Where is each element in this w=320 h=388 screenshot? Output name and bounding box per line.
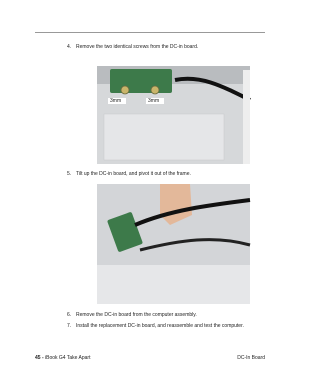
photo-label: 3mm: [148, 98, 160, 104]
top-rule: [35, 32, 265, 33]
label-box: [146, 98, 164, 104]
photo-label: 3mm: [110, 98, 122, 104]
label-box: [108, 98, 126, 104]
step-text: Remove the DC-in board from the computer…: [76, 312, 197, 318]
cable: [174, 76, 251, 102]
book-title: iBook G4 Take Apart: [45, 355, 91, 361]
page-number: 45 -: [35, 355, 44, 361]
dc-board: [107, 212, 143, 252]
step-number: 6.: [67, 312, 72, 318]
step-number: 4.: [67, 44, 72, 50]
step-text: Install the replacement DC-in board, and…: [76, 323, 244, 329]
page: 4. Remove the two identical screws from …: [35, 32, 265, 361]
step-text: Remove the two identical screws from the…: [76, 44, 199, 50]
cable: [134, 198, 251, 227]
step-text: Tilt up the DC-in board, and pivot it ou…: [76, 171, 191, 177]
cable: [139, 238, 251, 252]
photo-area: [97, 265, 250, 304]
photo-area: [243, 70, 250, 164]
dc-board: [110, 69, 172, 93]
section-title: DC-In Board: [237, 355, 265, 361]
photos: [97, 66, 251, 304]
photo-area: [103, 113, 225, 161]
step-number: 5.: [67, 171, 72, 177]
screw: [150, 85, 160, 95]
screw: [120, 85, 130, 95]
step-number: 7.: [67, 323, 72, 329]
